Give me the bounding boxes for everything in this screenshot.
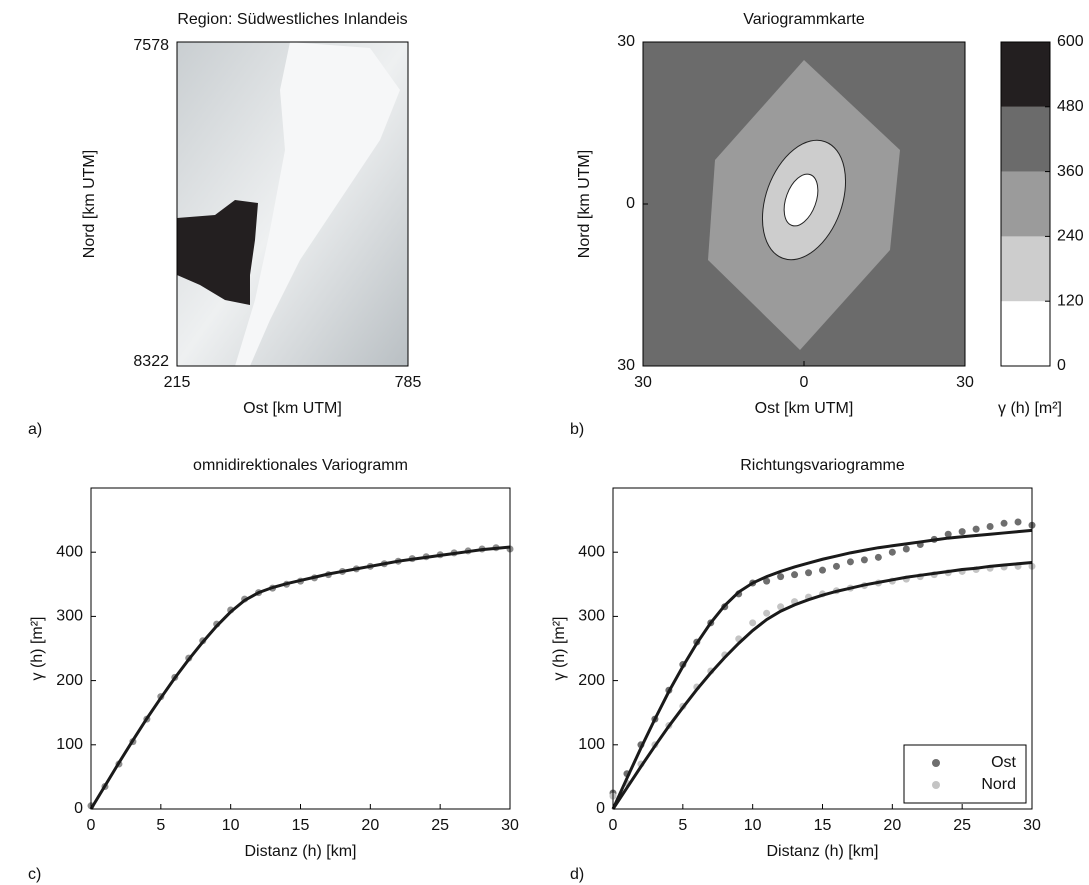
x-tick-label: 30	[634, 374, 652, 391]
data-point	[832, 562, 840, 570]
y-tick-label: 100	[56, 736, 83, 753]
y-axis-label: γ (h) [m²]	[29, 617, 46, 681]
colorbar-label: γ (h) [m²]	[998, 400, 1062, 417]
y-tick-label: 0	[74, 800, 83, 817]
x-tick-label: 15	[814, 817, 832, 834]
x-tick-label: 25	[431, 817, 449, 834]
y-tick-label: 0	[596, 800, 605, 817]
y-tick-label: 7578	[133, 37, 169, 54]
x-tick-label: 0	[609, 817, 618, 834]
panel-label: b)	[570, 421, 584, 438]
data-point	[777, 603, 785, 611]
x-tick-label: 215	[164, 374, 191, 391]
data-point	[819, 566, 826, 574]
colorbar-tick-label: 360	[1057, 163, 1084, 180]
data-point	[986, 523, 994, 531]
colorbar-tick-label: 240	[1057, 228, 1084, 245]
axes-frame	[176, 41, 409, 367]
legend-marker	[932, 781, 940, 789]
x-tick-label: 20	[883, 817, 901, 834]
y-tick-label: 8322	[133, 353, 169, 370]
colorbar-band	[1001, 171, 1050, 237]
data-point	[860, 556, 868, 564]
x-tick-label: 0	[87, 817, 96, 834]
data-point	[805, 569, 813, 577]
fit-line	[611, 560, 1033, 810]
y-tick-label: 300	[56, 608, 83, 625]
legend-marker	[932, 759, 940, 767]
panel-label: d)	[570, 866, 584, 883]
colorbar-tick-label: 600	[1057, 33, 1084, 50]
colorbar-tick-label: 480	[1057, 98, 1084, 115]
y-axis-label: Nord [km UTM]	[576, 150, 593, 258]
colorbar-band	[1001, 301, 1050, 366]
axes-frame	[612, 487, 1033, 810]
panel-label: c)	[28, 866, 41, 883]
y-axis-label: γ (h) [m²]	[551, 617, 568, 681]
x-axis-label: Ost [km UTM]	[755, 400, 854, 417]
x-tick-label: 20	[361, 817, 379, 834]
colorbar-band	[1001, 236, 1050, 302]
colorbar-band	[1001, 42, 1050, 107]
data-point	[972, 525, 980, 533]
chart-title: Variogrammkarte	[743, 11, 865, 28]
x-tick-label: 30	[501, 817, 519, 834]
legend-label: Nord	[981, 776, 1016, 793]
data-point	[763, 577, 771, 585]
y-tick-label: 30	[617, 357, 635, 374]
contour-map	[643, 42, 965, 366]
x-axis-label: Distanz (h) [km]	[244, 843, 356, 860]
y-tick-label: 400	[578, 543, 605, 560]
legend-box	[903, 744, 1027, 804]
y-tick-label: 400	[56, 543, 83, 560]
x-axis-label: Ost [km UTM]	[243, 400, 342, 417]
data-point	[888, 548, 896, 556]
satellite-image	[177, 42, 408, 366]
colorbar-frame	[1000, 41, 1051, 367]
x-axis-label: Distanz (h) [km]	[766, 843, 878, 860]
y-tick-label: 0	[626, 195, 635, 212]
data-point	[777, 573, 785, 581]
data-point	[791, 571, 799, 579]
x-tick-label: 10	[744, 817, 762, 834]
x-tick-label: 30	[956, 374, 974, 391]
x-tick-label: 25	[953, 817, 971, 834]
y-tick-label: 300	[578, 608, 605, 625]
data-point	[1000, 519, 1008, 527]
x-tick-label: 5	[678, 817, 687, 834]
legend-label: Ost	[991, 754, 1016, 771]
x-tick-label: 0	[800, 374, 809, 391]
data-point	[902, 545, 910, 553]
data-point	[763, 609, 771, 617]
data-point	[944, 530, 952, 538]
y-axis-label: Nord [km UTM]	[81, 150, 98, 258]
chart-title: omnidirektionales Variogramm	[193, 457, 408, 474]
chart-title: Richtungsvariogramme	[740, 457, 905, 474]
x-tick-label: 10	[222, 817, 240, 834]
axes-frame	[90, 487, 511, 810]
y-tick-label: 100	[578, 736, 605, 753]
y-tick-label: 30	[617, 33, 635, 50]
fit-line	[89, 545, 511, 810]
fit-line	[611, 528, 1033, 810]
x-tick-label: 15	[292, 817, 310, 834]
y-tick-label: 200	[56, 672, 83, 689]
y-tick-label: 200	[578, 672, 605, 689]
data-point	[874, 553, 882, 561]
chart-title: Region: Südwestliches Inlandeis	[177, 11, 407, 28]
x-tick-label: 785	[395, 374, 422, 391]
colorbar-tick-label: 0	[1057, 357, 1066, 374]
x-tick-label: 5	[156, 817, 165, 834]
panel-label: a)	[28, 421, 42, 438]
colorbar-tick-label: 120	[1057, 292, 1084, 309]
x-tick-label: 30	[1023, 817, 1041, 834]
colorbar-band	[1001, 106, 1050, 172]
axes-frame	[642, 41, 966, 367]
data-point	[846, 558, 854, 566]
data-point	[1014, 518, 1022, 526]
data-point	[749, 619, 757, 627]
data-point	[958, 528, 966, 536]
